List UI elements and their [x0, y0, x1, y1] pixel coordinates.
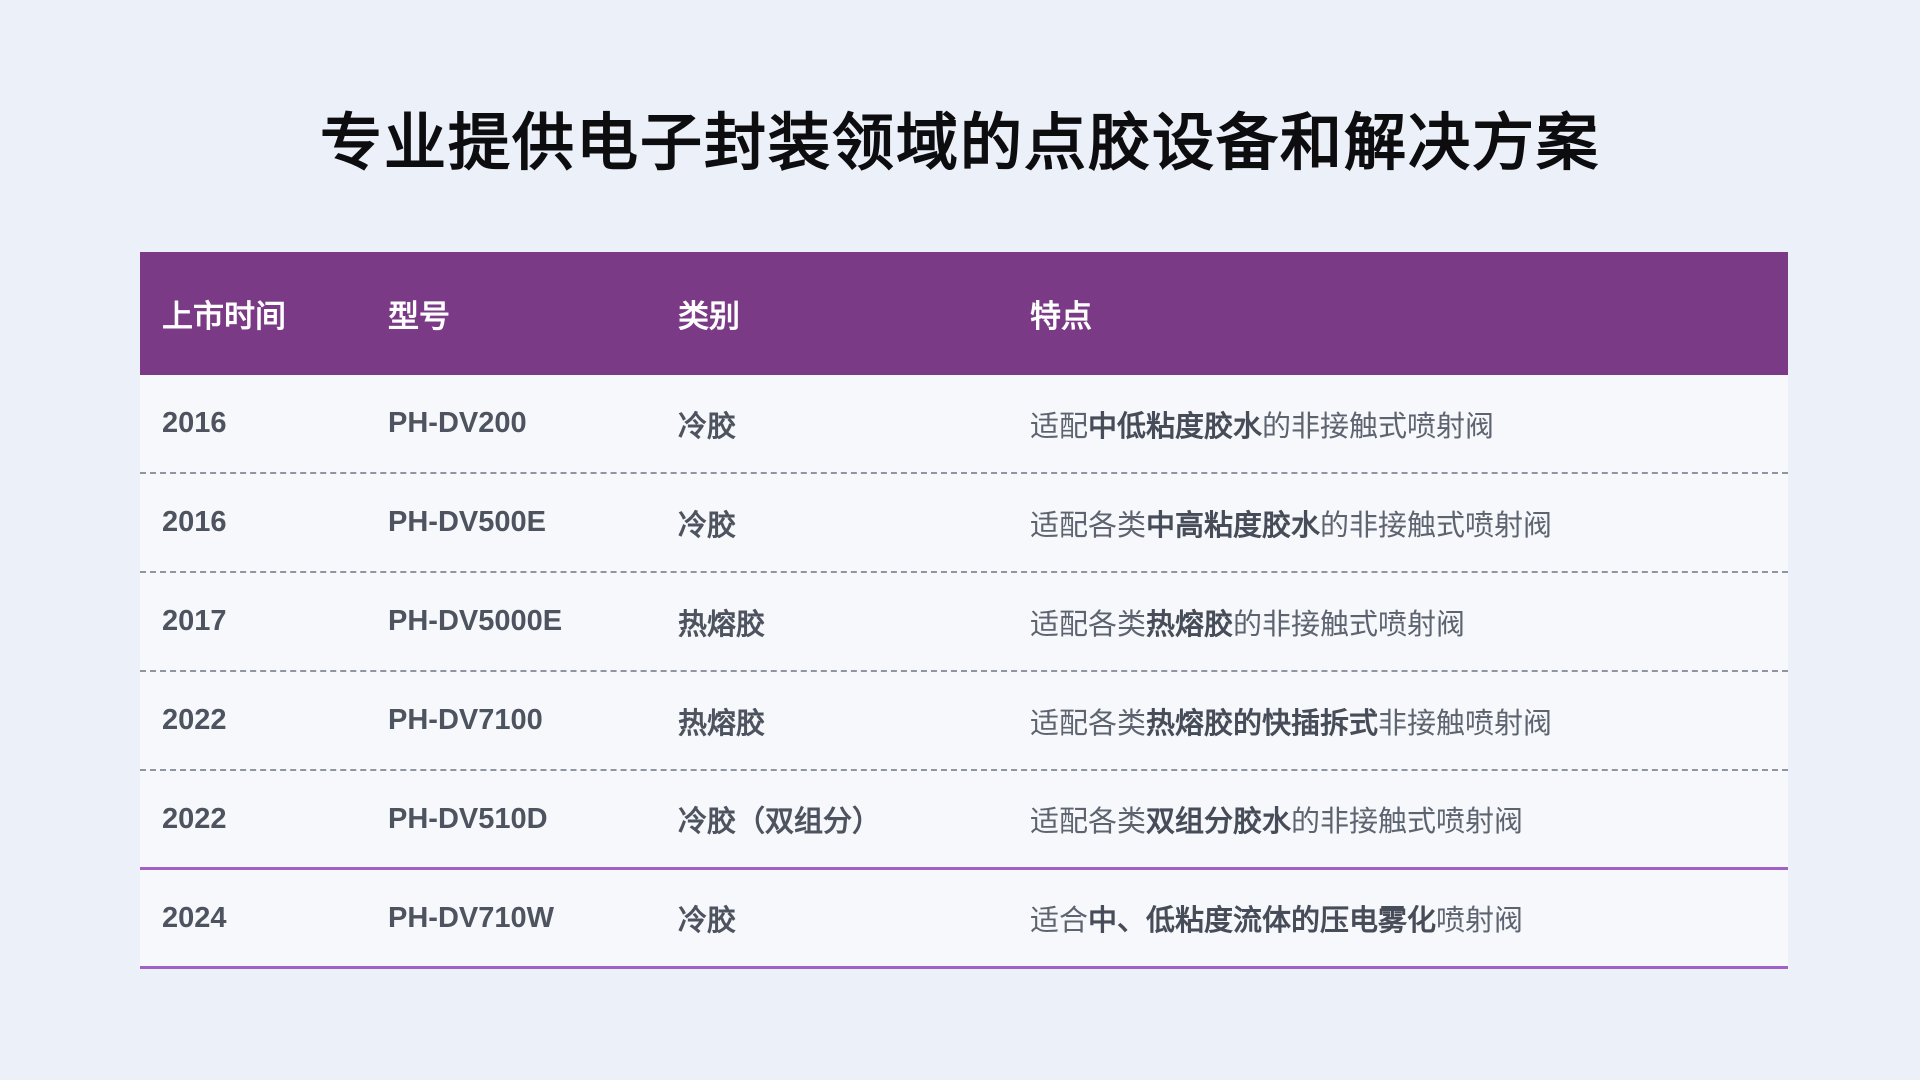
cell-model: PH-DV710W: [388, 901, 554, 934]
table-row: 2017 PH-DV5000E 热熔胶 适配各类热熔胶的非接触式喷射阀: [140, 573, 1788, 672]
cell-features: 适配中低粘度胶水的非接触式喷射阀: [1030, 403, 1788, 445]
header-cell-launch-time: 上市时间: [162, 299, 286, 334]
table-row: 2016 PH-DV200 冷胶 适配中低粘度胶水的非接触式喷射阀: [140, 375, 1788, 474]
table-header-row: 上市时间 型号 类别 特点: [140, 252, 1788, 375]
cell-launch-time: 2022: [162, 704, 227, 736]
feature-text-post: 非接触喷射阀: [1378, 707, 1553, 740]
table-row: 2016 PH-DV500E 冷胶 适配各类中高粘度胶水的非接触式喷射阀: [140, 474, 1788, 573]
feature-text-pre: 适配各类: [1030, 509, 1147, 542]
header-cell-features: 特点: [1030, 299, 1092, 334]
feature-text-pre: 适配各类: [1030, 707, 1147, 740]
feature-text-post: 的非接触式喷射阀: [1233, 608, 1466, 641]
feature-text-bold: 中、低粘度流体的压电雾化: [1088, 905, 1437, 937]
cell-launch-time: 2016: [162, 407, 227, 439]
feature-text-pre: 适配: [1030, 410, 1089, 443]
feature-text-bold: 中低粘度胶水: [1088, 410, 1263, 443]
cell-model: PH-DV7100: [388, 704, 543, 736]
cell-category: 冷胶: [678, 905, 737, 937]
feature-text-bold: 热熔胶的快插拆式: [1146, 707, 1379, 740]
cell-model: PH-DV5000E: [388, 605, 563, 637]
cell-category: 冷胶: [678, 509, 737, 542]
cell-features: 适配各类双组分胶水的非接触式喷射阀: [1030, 798, 1788, 840]
feature-text-bold: 中高粘度胶水: [1146, 509, 1321, 542]
cell-category: 热熔胶: [678, 707, 766, 740]
cell-launch-time: 2016: [162, 506, 227, 538]
table-row: 2024 PH-DV710W 冷胶 适合中、低粘度流体的压电雾化喷射阀: [140, 870, 1788, 969]
cell-model: PH-DV500E: [388, 506, 546, 538]
feature-text-pre: 适配各类: [1030, 806, 1147, 838]
feature-text-post: 的非接触式喷射阀: [1262, 410, 1495, 443]
feature-text-post: 的非接触式喷射阀: [1291, 806, 1524, 838]
cell-features: 适配各类热熔胶的快插拆式非接触喷射阀: [1030, 700, 1788, 742]
cell-category: 冷胶（双组分）: [678, 806, 882, 838]
table-row: 2022 PH-DV510D 冷胶（双组分） 适配各类双组分胶水的非接触式喷射阀: [140, 771, 1788, 870]
feature-text-bold: 双组分胶水: [1146, 806, 1292, 838]
cell-features: 适配各类热熔胶的非接触式喷射阀: [1030, 601, 1788, 643]
cell-category: 热熔胶: [678, 608, 766, 641]
page-title: 专业提供电子封装领域的点胶设备和解决方案: [319, 109, 1600, 178]
feature-text-bold: 热熔胶: [1146, 608, 1234, 641]
cell-model: PH-DV510D: [388, 802, 548, 835]
table-row: 2022 PH-DV7100 热熔胶 适配各类热熔胶的快插拆式非接触喷射阀: [140, 672, 1788, 771]
cell-model: PH-DV200: [388, 407, 527, 439]
header-cell-category: 类别: [678, 299, 740, 334]
feature-text-pre: 适合: [1030, 905, 1089, 937]
cell-launch-time: 2022: [162, 802, 227, 835]
cell-launch-time: 2024: [162, 901, 227, 934]
feature-text-post: 喷射阀: [1436, 905, 1524, 937]
header-cell-model: 型号: [388, 299, 450, 334]
feature-text-post: 的非接触式喷射阀: [1320, 509, 1553, 542]
cell-features: 适合中、低粘度流体的压电雾化喷射阀: [1030, 897, 1788, 939]
feature-text-pre: 适配各类: [1030, 608, 1147, 641]
cell-launch-time: 2017: [162, 605, 227, 637]
cell-category: 冷胶: [678, 410, 737, 443]
product-table: 上市时间 型号 类别 特点 2016 PH-DV200 冷胶 适配中低粘度胶水的…: [140, 252, 1788, 969]
cell-features: 适配各类中高粘度胶水的非接触式喷射阀: [1030, 502, 1788, 544]
